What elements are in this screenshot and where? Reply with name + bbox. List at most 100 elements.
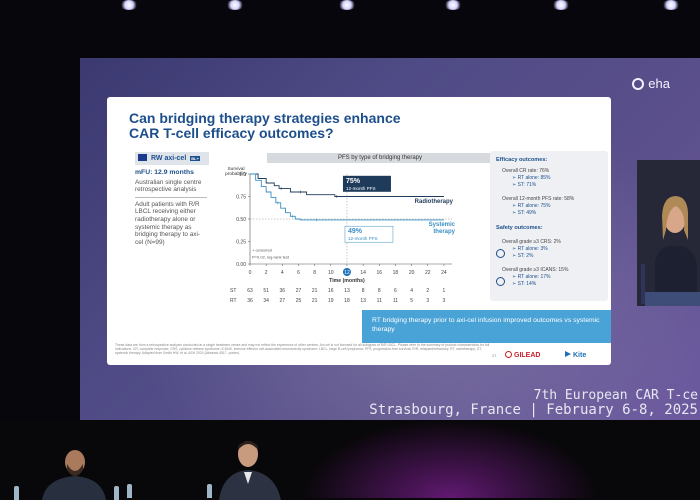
x-tick-label: 12 xyxy=(344,270,350,276)
x-tick-label: 24 xyxy=(441,270,447,276)
ceiling-light xyxy=(226,0,244,10)
x-tick-label: 6 xyxy=(297,270,300,276)
gilead-logo-icon xyxy=(505,351,512,358)
risk-cell: 34 xyxy=(263,298,269,304)
panelist-right xyxy=(219,441,281,500)
risk-cell: 36 xyxy=(280,288,286,294)
eha-logo-icon xyxy=(632,78,645,90)
slide-title-line2: CAR T-cell efficacy outcomes? xyxy=(129,125,334,141)
x-tick-highlight xyxy=(342,268,351,276)
conclusion-callout: RT bridging therapy prior to axi-cel inf… xyxy=(362,310,611,343)
x-tick-label: 4 xyxy=(281,270,284,276)
water-bottle xyxy=(207,484,212,498)
annotation-box-radiotherapy xyxy=(342,175,391,192)
y-tick-label: 0.00 xyxy=(236,262,246,268)
series-label-radiotherapy: Radiotherapy xyxy=(415,199,454,205)
kite-logo-icon xyxy=(565,351,571,357)
pfs-rt-text: RT alone: 75% xyxy=(517,203,551,209)
kite-logo-text: Kite xyxy=(573,352,587,359)
cr-rt: ➢ RT alone: 85% xyxy=(512,175,551,181)
risk-cell: 19 xyxy=(328,298,334,304)
chart-series xyxy=(250,173,444,243)
pfs-rate: Overall 12-month PFS rate: 58% xyxy=(502,196,575,202)
crs-icon xyxy=(496,249,505,258)
ceiling-light xyxy=(338,0,356,10)
risk-cell: 16 xyxy=(328,288,334,294)
risk-cell: 21 xyxy=(312,298,318,304)
crs-st: ➢ ST: 2% xyxy=(512,253,534,259)
outcomes-panel: Efficacy outcomes: Overall CR rate: 76% … xyxy=(490,151,608,301)
x-tick-label: 2 xyxy=(265,270,268,276)
risk-cell: 25 xyxy=(296,298,302,304)
risk-cell: 4 xyxy=(410,288,413,294)
conference-name: 7th European CAR T-ce xyxy=(533,388,698,403)
study-population: Adult patients with R/R LBCL receiving e… xyxy=(135,200,201,246)
x-tick-label: 16 xyxy=(376,270,382,276)
risk-cell: 36 xyxy=(247,298,253,304)
censored-note: + censored xyxy=(252,247,272,252)
risk-cell: 8 xyxy=(362,288,365,294)
series-label-systemic-line1: Systemic xyxy=(429,222,456,228)
risk-cell: 5 xyxy=(410,298,413,304)
conference-location-date: Strasbourg, France | February 6-8, 2025 xyxy=(369,402,698,418)
risk-cell: 27 xyxy=(296,288,302,294)
icans-st-text: ST: 14% xyxy=(517,281,537,287)
cr-st: ➢ ST: 71% xyxy=(512,182,537,188)
chart-axes xyxy=(248,173,452,276)
presenter-icon xyxy=(637,160,700,306)
drug-tag-label: RW axi-cel xyxy=(151,155,187,162)
median-follow-up: mFU: 12.9 months xyxy=(135,169,194,176)
risk-cell: 13 xyxy=(344,288,350,294)
slide-title: Can bridging therapy strategies enhance … xyxy=(129,111,449,141)
risk-cell: 11 xyxy=(377,298,382,304)
y-axis-label-line2: probability xyxy=(225,171,247,177)
ceiling-light xyxy=(444,0,462,10)
presenter-video-inset xyxy=(637,160,700,306)
x-tick-label: 10 xyxy=(328,270,334,276)
series-line-systemic-therapy xyxy=(250,173,444,221)
stage-lighting xyxy=(300,418,600,498)
y-tick-label: 0.25 xyxy=(236,240,246,246)
risk-cell: 3 xyxy=(426,298,429,304)
y-tick-label: 0.50 xyxy=(236,217,246,223)
x-tick-label: 18 xyxy=(393,270,399,276)
risk-cell: 13 xyxy=(360,298,366,304)
slide-title-line1: Can bridging therapy strategies enhance xyxy=(129,110,401,126)
water-bottle xyxy=(127,484,132,498)
risk-row-label: ST xyxy=(230,288,236,294)
drug-tag-badge: BL+ xyxy=(190,156,200,161)
cr-rate: Overall CR rate: 76% xyxy=(502,168,550,174)
icans-rt: ➢ RT alone: 17% xyxy=(512,274,551,280)
risk-cell: 18 xyxy=(344,298,350,304)
risk-cell: 21 xyxy=(312,288,318,294)
chart-labels: 0.000.250.500.751.00 2 4 6 8 10 12 14 16 18 20 22 24… xyxy=(225,166,456,304)
risk-cell: 1 xyxy=(443,288,446,294)
ceiling-light xyxy=(552,0,570,10)
crs-st-text: ST: 2% xyxy=(517,253,534,259)
y-tick-label: 1.0 xyxy=(239,172,246,178)
crs-rt-text: RT alone: 3% xyxy=(517,246,548,252)
study-summary: mFU: 12.9 months Australian single centr… xyxy=(135,169,207,246)
pfs-st: ➢ ST: 49% xyxy=(512,210,537,216)
risk-cell: 2 xyxy=(426,288,429,294)
risk-cell: 51 xyxy=(263,288,269,294)
drug-tag: RW axi-cel BL+ xyxy=(135,152,209,165)
x-tick-label: 8 xyxy=(313,270,316,276)
risk-cell: 27 xyxy=(280,298,286,304)
icans-rate: Overall grade ≥3 ICANS: 15% xyxy=(502,267,569,273)
panelist-left xyxy=(42,450,106,500)
crs-rt: ➢ RT alone: 3% xyxy=(512,246,548,252)
ceiling-light xyxy=(120,0,138,10)
kite-logo: Kite xyxy=(565,351,586,359)
p-value-note: P=0.02, log-rank test xyxy=(252,255,290,260)
risk-cell: 8 xyxy=(378,288,381,294)
annotation-value-radiotherapy: 75% xyxy=(346,178,361,185)
y-tick-label: 0.75 xyxy=(236,195,246,201)
risk-cell: 3 xyxy=(443,298,446,304)
pfs-rt: ➢ RT alone: 75% xyxy=(512,203,551,209)
ceiling-light xyxy=(662,0,680,10)
water-bottle xyxy=(114,486,119,500)
eha-logo: eha xyxy=(632,76,670,91)
risk-cell: 6 xyxy=(394,288,397,294)
x-tick-label: 0 xyxy=(249,270,252,276)
